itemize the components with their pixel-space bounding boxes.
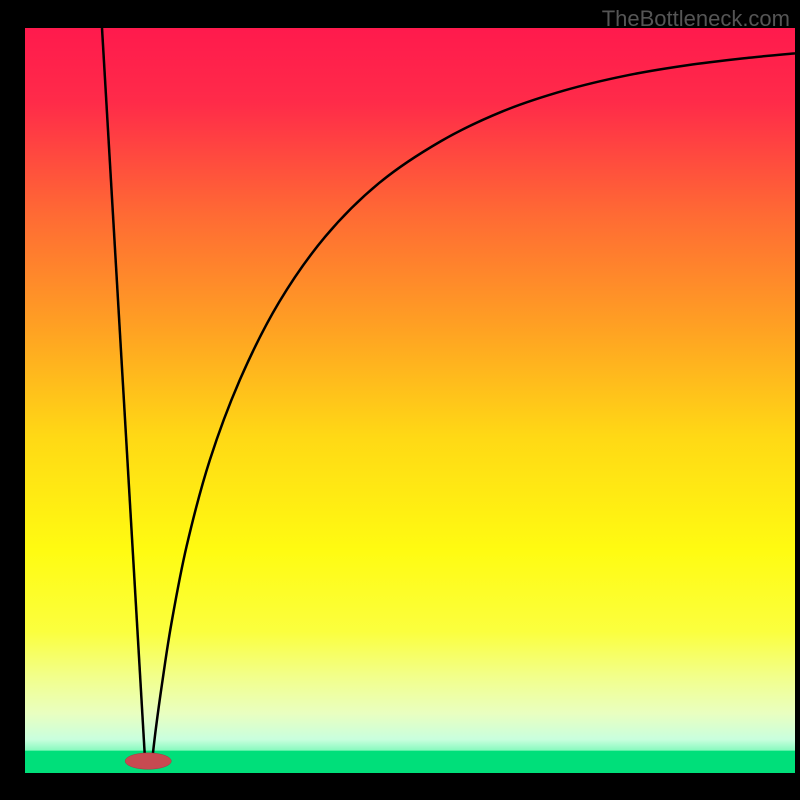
bottleneck-marker — [125, 753, 171, 769]
watermark-text: TheBottleneck.com — [602, 6, 790, 32]
chart-container: TheBottleneck.com — [0, 0, 800, 800]
plot-area — [25, 28, 795, 773]
plot-svg — [25, 28, 795, 773]
